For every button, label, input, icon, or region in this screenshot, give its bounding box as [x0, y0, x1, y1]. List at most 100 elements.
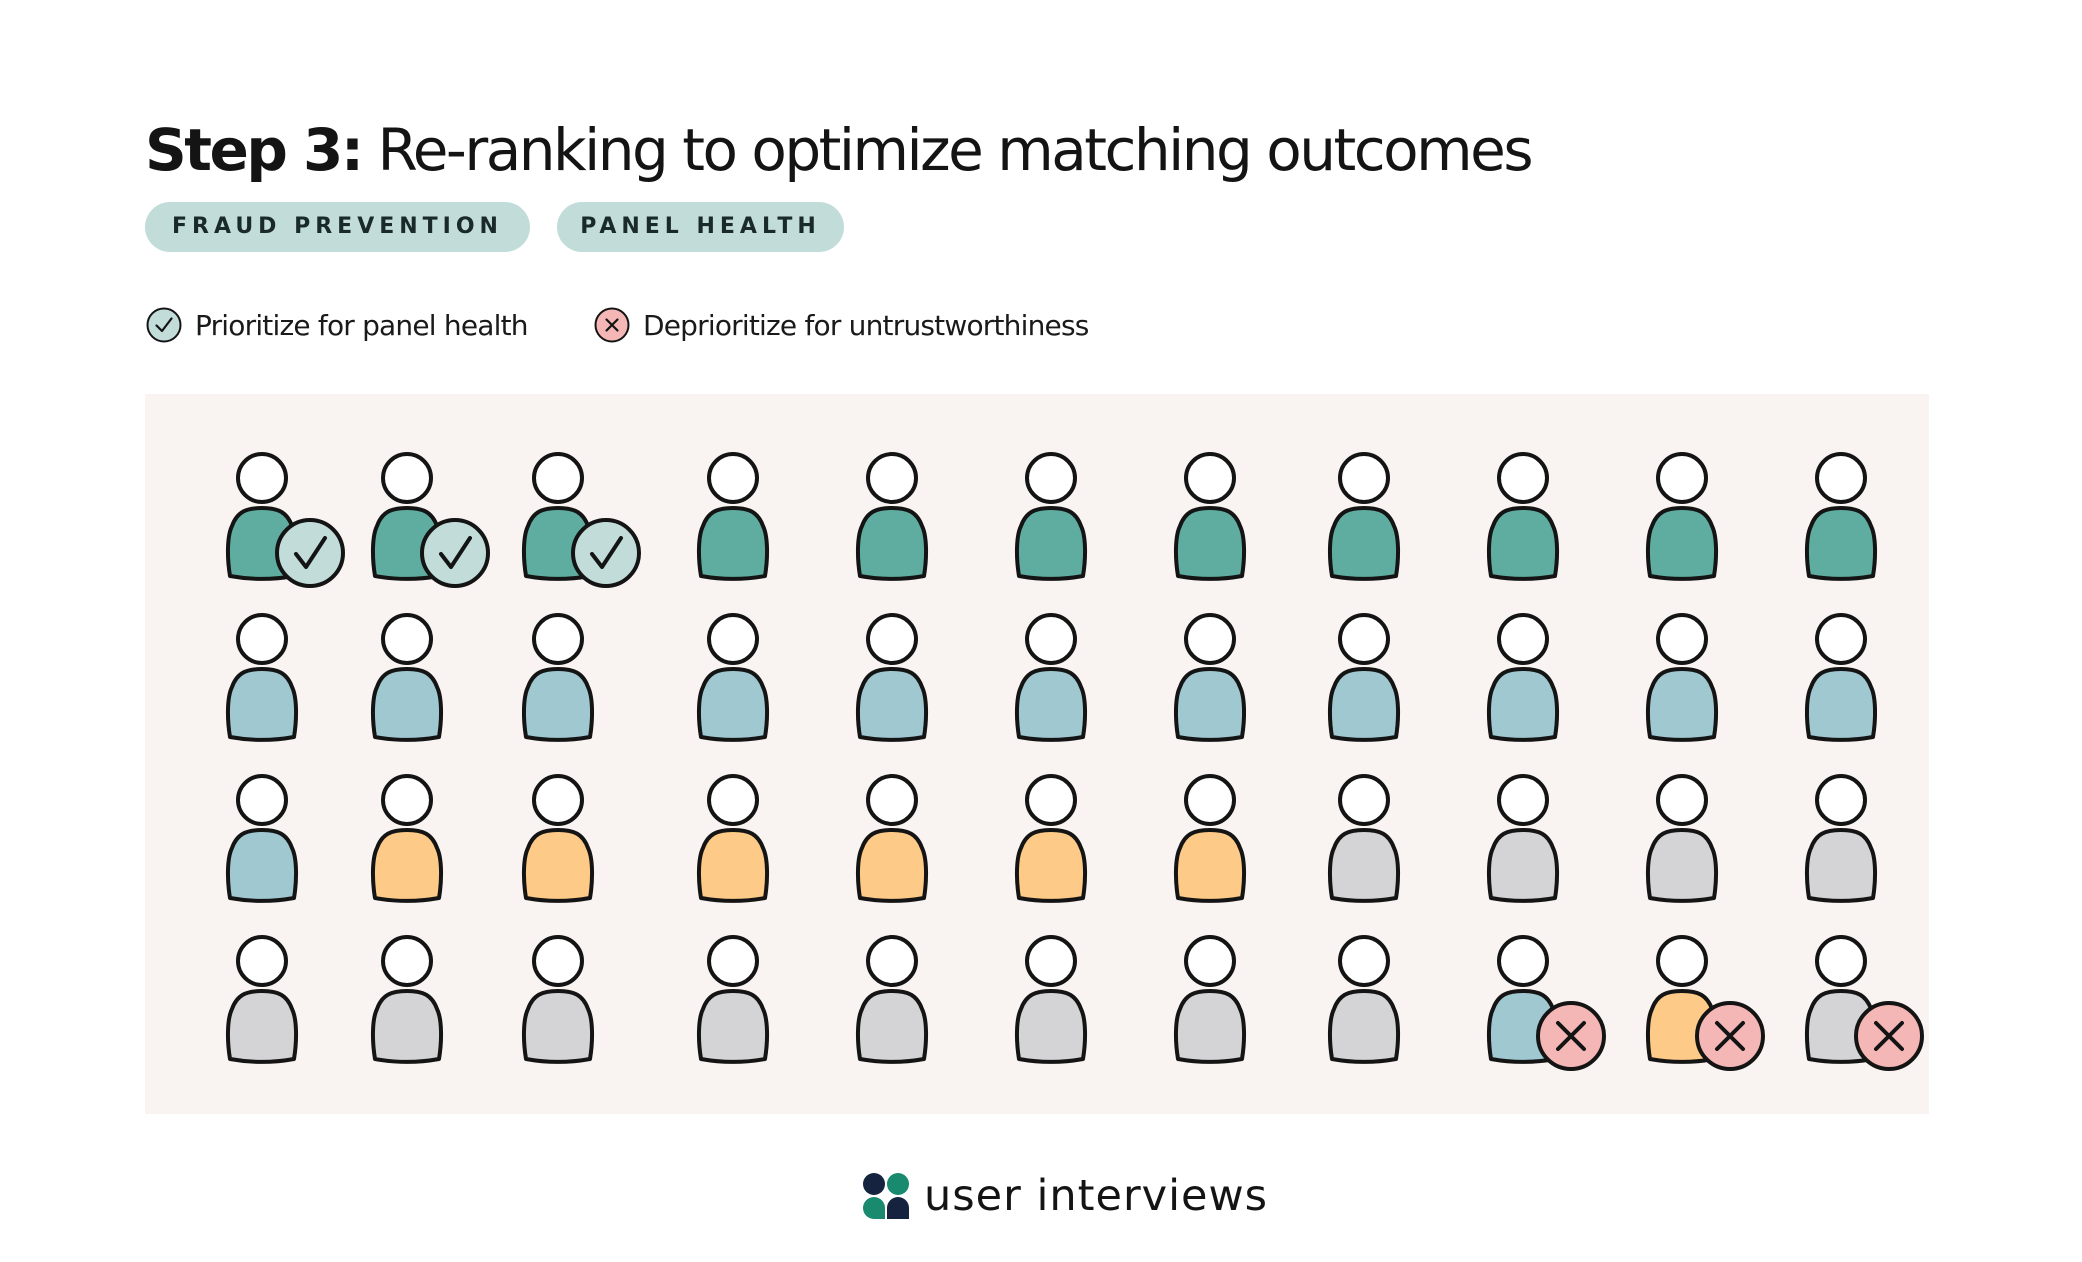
- person-head: [1184, 613, 1236, 665]
- user-interviews-logo-icon: [863, 1173, 909, 1219]
- person-head: [866, 774, 918, 826]
- person-figure: [521, 452, 641, 588]
- person-body: [1645, 667, 1719, 742]
- person-body: [370, 989, 444, 1064]
- person-figure: [370, 613, 444, 742]
- page-title: Step 3: Re-ranking to optimize matching …: [145, 108, 1534, 192]
- person-figure: [1014, 935, 1088, 1064]
- person-head: [381, 774, 433, 826]
- person-head: [1497, 774, 1549, 826]
- person-head: [1184, 935, 1236, 987]
- person-body: [1804, 667, 1878, 742]
- person-figure: [1014, 774, 1088, 903]
- person-figure: [225, 774, 299, 903]
- person-body: [855, 828, 929, 903]
- person-body: [521, 989, 595, 1064]
- person-body: [1645, 828, 1719, 903]
- person-figure: [696, 613, 770, 742]
- person-figure: [1173, 774, 1247, 903]
- check-badge-icon: [420, 518, 490, 588]
- person-head: [1497, 613, 1549, 665]
- person-head: [1025, 935, 1077, 987]
- person-figure: [696, 935, 770, 1064]
- person-head: [866, 935, 918, 987]
- person-head: [532, 452, 584, 504]
- person-head: [1025, 452, 1077, 504]
- person-head: [532, 613, 584, 665]
- title-text: Re-ranking to optimize matching outcomes: [377, 116, 1534, 184]
- person-head: [1184, 774, 1236, 826]
- person-head: [1815, 774, 1867, 826]
- person-body: [855, 989, 929, 1064]
- person-body: [855, 667, 929, 742]
- legend-deprioritize: Deprioritize for untrustworthiness: [593, 306, 1089, 344]
- person-body: [370, 828, 444, 903]
- step-label: Step 3:: [145, 116, 364, 184]
- person-head: [1656, 613, 1708, 665]
- person-figure: [1327, 613, 1401, 742]
- person-figure: [855, 452, 929, 581]
- person-figure: [1486, 935, 1606, 1071]
- person-figure: [1645, 774, 1719, 903]
- person-body: [1014, 989, 1088, 1064]
- person-body: [1486, 506, 1560, 581]
- person-figure: [1486, 613, 1560, 742]
- person-figure: [1645, 613, 1719, 742]
- person-figure: [225, 613, 299, 742]
- person-figure: [370, 774, 444, 903]
- person-head: [1656, 774, 1708, 826]
- person-figure: [1645, 452, 1719, 581]
- person-figure: [1804, 774, 1878, 903]
- person-figure: [521, 935, 595, 1064]
- person-body: [1014, 506, 1088, 581]
- person-body: [1173, 667, 1247, 742]
- person-figure: [1014, 452, 1088, 581]
- person-head: [1338, 452, 1390, 504]
- person-body: [1014, 828, 1088, 903]
- person-figure: [370, 452, 490, 588]
- person-figure: [1804, 452, 1878, 581]
- person-body: [1645, 506, 1719, 581]
- person-head: [1815, 613, 1867, 665]
- check-circle-icon: [146, 307, 182, 343]
- person-head: [532, 774, 584, 826]
- person-body: [1173, 828, 1247, 903]
- legend-deprioritize-label: Deprioritize for untrustworthiness: [643, 308, 1089, 342]
- person-figure: [521, 774, 595, 903]
- person-figure: [1173, 452, 1247, 581]
- person-head: [381, 613, 433, 665]
- person-body: [370, 667, 444, 742]
- legend-prioritize-label: Prioritize for panel health: [195, 308, 529, 342]
- person-body: [225, 667, 299, 742]
- legend-prioritize: Prioritize for panel health: [145, 306, 529, 344]
- person-figure: [1327, 935, 1401, 1064]
- people-grid: [145, 394, 1929, 1114]
- person-figure: [696, 452, 770, 581]
- person-head: [236, 613, 288, 665]
- person-body: [696, 667, 770, 742]
- person-head: [1815, 935, 1867, 987]
- people-grid-figures: [225, 452, 1924, 1071]
- person-body: [1486, 667, 1560, 742]
- person-figure: [225, 452, 345, 588]
- person-head: [1184, 452, 1236, 504]
- person-head: [1497, 935, 1549, 987]
- person-head: [866, 613, 918, 665]
- person-figure: [1173, 935, 1247, 1064]
- person-head: [1338, 774, 1390, 826]
- person-head: [707, 613, 759, 665]
- person-body: [521, 828, 595, 903]
- x-badge-icon: [1536, 1001, 1606, 1071]
- person-head: [707, 935, 759, 987]
- person-figure: [225, 935, 299, 1064]
- x-badge-icon: [1695, 1001, 1765, 1071]
- person-head: [1338, 935, 1390, 987]
- person-body: [1804, 506, 1878, 581]
- person-figure: [855, 774, 929, 903]
- x-circle-icon: [594, 307, 630, 343]
- check-badge-icon: [275, 518, 345, 588]
- tag-panel-health: PANEL HEALTH: [557, 202, 844, 252]
- person-head: [236, 935, 288, 987]
- person-head: [381, 452, 433, 504]
- person-body: [1327, 989, 1401, 1064]
